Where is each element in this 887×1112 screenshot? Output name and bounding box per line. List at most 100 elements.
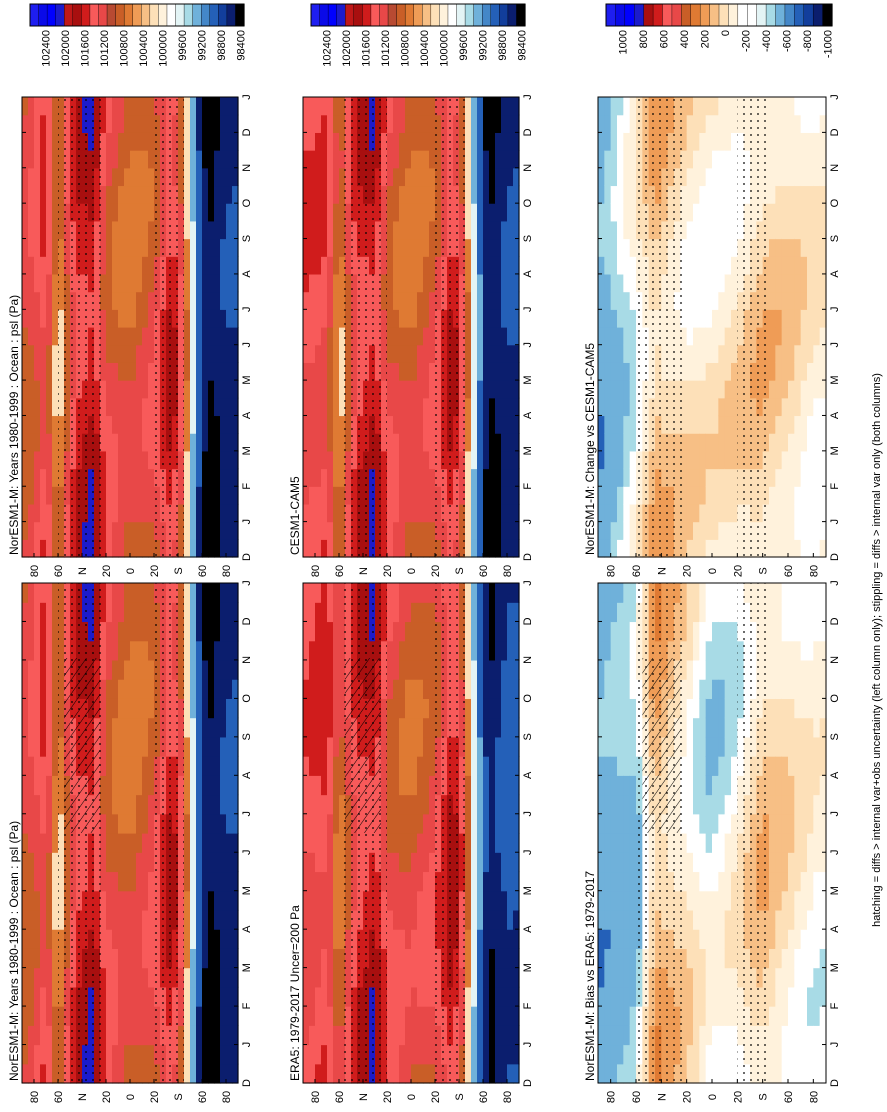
- field-cell: [220, 503, 227, 523]
- field-cell: [429, 659, 436, 680]
- field-cell: [130, 344, 137, 363]
- field-cell: [136, 291, 143, 310]
- field-cell: [489, 256, 496, 275]
- field-cell: [220, 1006, 227, 1026]
- field-cell: [471, 468, 478, 487]
- field-cell: [333, 775, 340, 796]
- field-cell: [483, 813, 490, 834]
- field-cell: [769, 238, 776, 257]
- field-cell: [775, 521, 783, 540]
- field-cell: [495, 813, 502, 834]
- field-cell: [813, 238, 821, 257]
- field-cell: [489, 433, 496, 452]
- field-cell: [489, 238, 496, 257]
- field-cell: [214, 813, 221, 834]
- field-cell: [393, 929, 400, 949]
- field-cell: [124, 397, 131, 417]
- field-cell: [598, 203, 605, 222]
- field-cell: [315, 344, 322, 363]
- field-cell: [769, 362, 776, 381]
- field-cell: [813, 97, 821, 116]
- field-cell: [731, 150, 738, 169]
- field-cell: [22, 167, 29, 187]
- lat-label: 20: [101, 1091, 113, 1103]
- field-cell: [693, 344, 700, 363]
- field-cell: [794, 256, 802, 275]
- field-cell: [22, 948, 29, 969]
- field-cell: [196, 397, 203, 417]
- field-cell: [34, 967, 41, 988]
- field-cell: [321, 967, 328, 988]
- field-cell: [226, 621, 233, 642]
- field-cell: [465, 986, 472, 1007]
- field-cell: [724, 273, 732, 293]
- field-cell: [40, 114, 47, 133]
- field-cell: [483, 583, 490, 603]
- field-cell: [387, 97, 394, 116]
- field-cell: [483, 380, 490, 399]
- field-cell: [623, 114, 631, 133]
- field-cell: [327, 909, 334, 930]
- field-cell: [495, 794, 502, 815]
- field-cell: [477, 679, 484, 699]
- month-label: M: [522, 446, 534, 455]
- field-cell: [214, 794, 221, 815]
- field-cell: [718, 291, 726, 310]
- field-cell: [28, 813, 35, 834]
- field-cell: [495, 659, 502, 680]
- field-cell: [142, 309, 149, 328]
- field-cell: [112, 468, 119, 487]
- field-cell: [232, 132, 239, 151]
- field-cell: [507, 583, 514, 603]
- field-cell: [411, 717, 418, 738]
- field-cell: [465, 150, 472, 169]
- field-cell: [190, 309, 197, 328]
- field-cell: [501, 132, 508, 151]
- field-cell: [124, 833, 131, 853]
- field-cell: [399, 909, 406, 930]
- field-cell: [303, 256, 310, 275]
- field-cell: [471, 967, 478, 988]
- field-cell: [610, 362, 618, 381]
- field-cell: [423, 238, 430, 257]
- field-cell: [411, 433, 418, 452]
- field-cell: [118, 503, 125, 523]
- field-cell: [196, 291, 203, 310]
- field-cell: [202, 948, 209, 969]
- field-cell: [315, 291, 322, 310]
- field-cell: [112, 602, 119, 623]
- field-cell: [393, 97, 400, 116]
- field-cell: [610, 203, 618, 222]
- field-cell: [40, 486, 47, 505]
- field-cell: [309, 468, 316, 487]
- field-cell: [220, 1044, 227, 1065]
- field-cell: [327, 813, 334, 834]
- field-cell: [513, 929, 520, 949]
- field-cell: [40, 1006, 47, 1026]
- field-cell: [686, 97, 694, 116]
- field-cell: [495, 362, 502, 381]
- field-cell: [142, 736, 149, 757]
- field-cell: [136, 327, 143, 346]
- field-cell: [387, 640, 394, 661]
- field-cell: [40, 503, 47, 523]
- field-cell: [513, 717, 520, 738]
- field-cell: [196, 167, 203, 187]
- field-cell: [202, 97, 209, 116]
- field-cell: [303, 150, 310, 169]
- field-cell: [411, 698, 418, 719]
- field-cell: [196, 503, 203, 523]
- field-cell: [34, 256, 41, 275]
- field-cell: [148, 97, 155, 116]
- field-cell: [118, 327, 125, 346]
- field-cell: [220, 833, 227, 853]
- field-cell: [507, 1063, 514, 1084]
- field-cell: [471, 273, 478, 293]
- lat-label: S: [454, 1093, 466, 1100]
- field-cell: [136, 503, 143, 523]
- field-cell: [106, 756, 113, 776]
- field-cell: [399, 1063, 406, 1084]
- field-cell: [148, 602, 155, 623]
- field-cell: [214, 775, 221, 796]
- field-cell: [232, 114, 239, 133]
